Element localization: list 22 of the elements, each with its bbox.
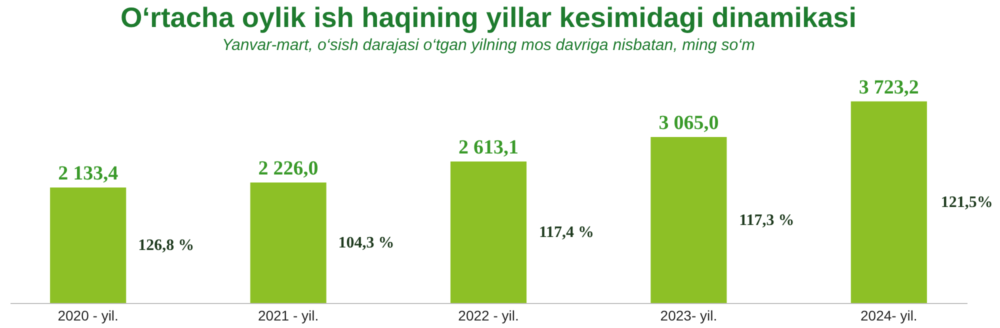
- chart-subtitle: Yanvar-mart, o‘sish darajasi o‘tgan yilning mos davriga nisbatan, ming so‘m: [222, 37, 755, 54]
- annotation: 117,3 %: [739, 212, 794, 230]
- annotation: 117,4 %: [538, 224, 594, 242]
- annotation: 126,8 %: [138, 237, 194, 254]
- bar: [850, 101, 927, 303]
- x-tick-label: 2023- yil.: [660, 308, 718, 324]
- bar: [250, 182, 326, 303]
- annotation: 121,5%: [940, 194, 993, 212]
- data-label: 2 133,4: [58, 162, 118, 184]
- x-tick-label: 2022 - yil.: [458, 308, 519, 324]
- bar: [450, 161, 527, 303]
- x-tick-label: 2020 - yil.: [58, 308, 118, 324]
- data-label: 2 613,1: [458, 136, 518, 158]
- bar: [650, 137, 727, 303]
- chart-title: O‘rtacha oylik ish haqining yillar kesimidagi dinamikasi: [120, 2, 857, 33]
- x-tick-label: 2024- yil.: [860, 308, 918, 324]
- annotation: 104,3 %: [338, 234, 394, 252]
- data-label: 2 226,0: [258, 157, 318, 180]
- data-label: 3 723,2: [858, 76, 919, 98]
- x-tick-label: 2021 - yil.: [258, 308, 319, 324]
- data-label: 3 065,0: [658, 112, 719, 134]
- bar: [50, 187, 126, 303]
